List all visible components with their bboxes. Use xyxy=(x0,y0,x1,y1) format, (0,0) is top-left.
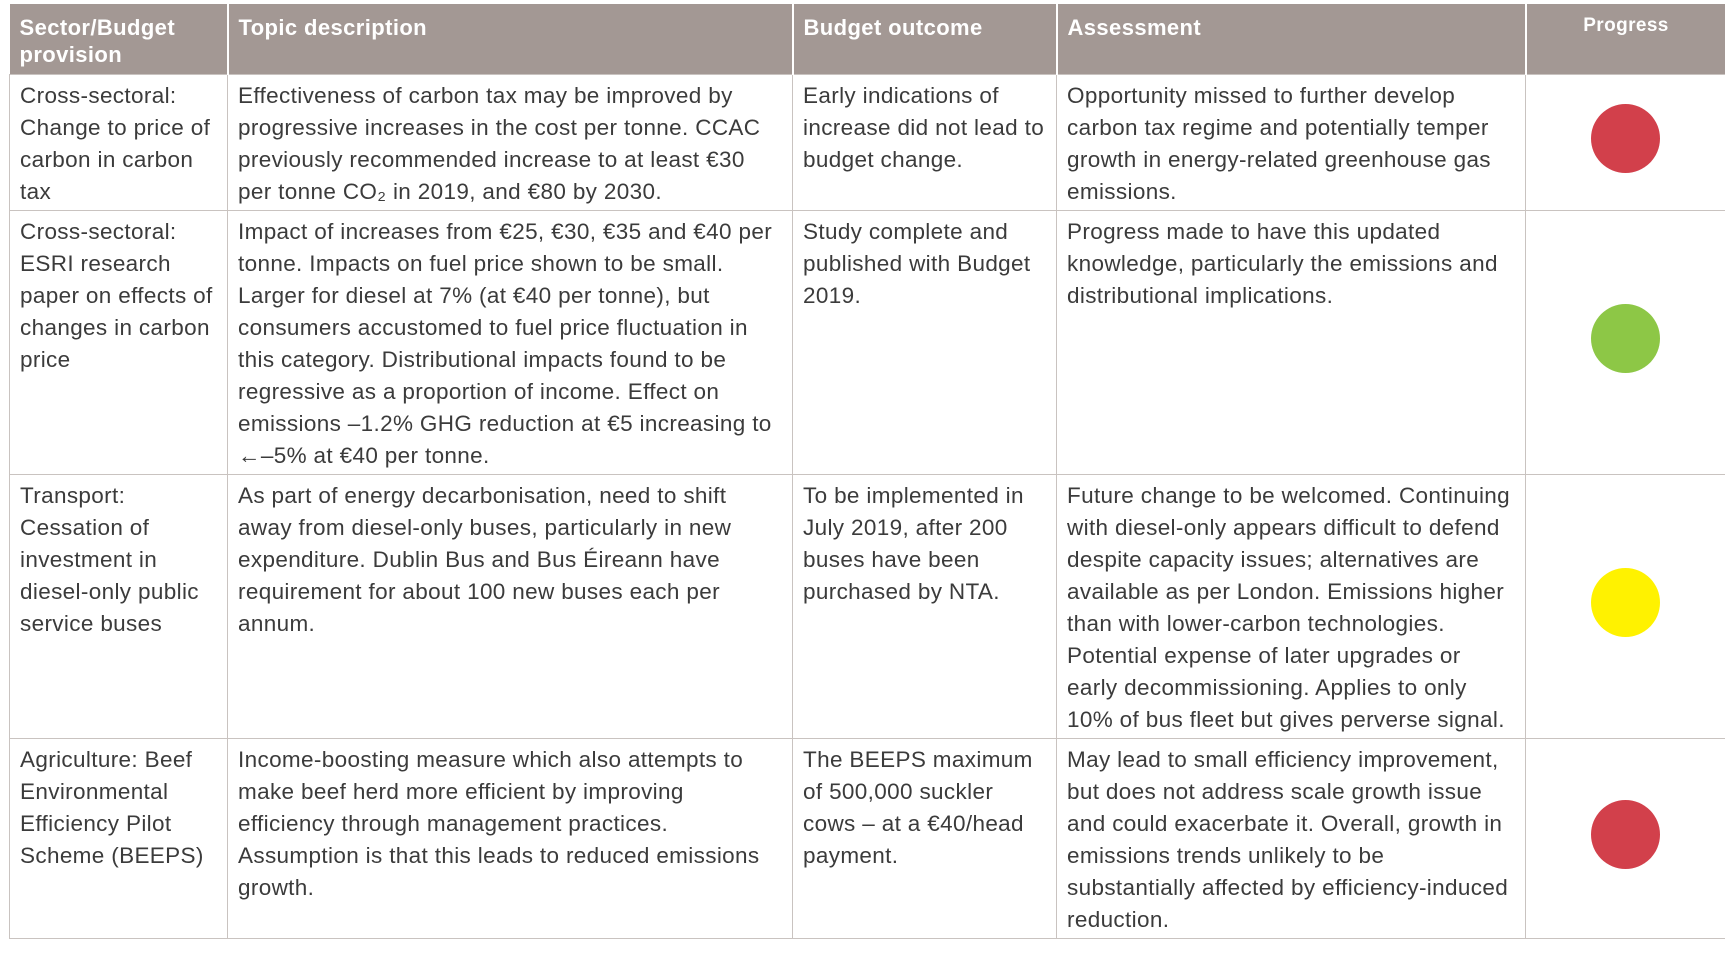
table-cell: May lead to small efficiency improvement… xyxy=(1056,738,1526,939)
table-row: Cross-sectoral: ESRI research paper on e… xyxy=(9,210,1725,475)
table-cell: Future change to be welcomed. Continuing… xyxy=(1056,474,1526,739)
table-cell: Study complete and published with Budget… xyxy=(792,210,1057,475)
table-cell: Cross-sectoral: Change to price of carbo… xyxy=(9,74,228,211)
header-row: Sector/Budget provision Topic description… xyxy=(9,4,1725,75)
progress-cell xyxy=(1525,210,1725,475)
table-cell: Cross-sectoral: ESRI research paper on e… xyxy=(9,210,228,475)
header-cell: Budget outcome xyxy=(791,4,1057,75)
progress-cell xyxy=(1525,738,1725,939)
progress-indicator xyxy=(1591,567,1660,637)
table-row: Transport: Cessation of investment in di… xyxy=(9,474,1725,739)
table-cell: The BEEPS maximum of 500,000 suckler cow… xyxy=(792,738,1057,939)
table-cell: To be implemented in July 2019, after 20… xyxy=(792,474,1057,739)
table-cell: Early indications of increase did not le… xyxy=(792,74,1057,211)
progress-indicator xyxy=(1591,303,1660,373)
table-cell: Income-boosting measure which also attem… xyxy=(227,738,793,939)
assessment-table: Sector/Budget provision Topic description… xyxy=(9,4,1725,939)
table-row: Cross-sectoral: Change to price of carbo… xyxy=(9,74,1725,211)
progress-indicator xyxy=(1591,799,1660,869)
table-cell: Progress made to have this updated knowl… xyxy=(1056,210,1526,475)
table-cell: Impact of increases from €25, €30, €35 a… xyxy=(227,210,793,475)
header-cell: Progress xyxy=(1524,4,1725,75)
table-cell: Transport: Cessation of investment in di… xyxy=(9,474,228,739)
table-row: Agriculture: Beef Environmental Efficien… xyxy=(9,738,1725,939)
progress-cell xyxy=(1525,74,1725,211)
header-cell: Topic description xyxy=(226,4,793,75)
progress-cell xyxy=(1525,474,1725,739)
table-cell: Effectiveness of carbon tax may be impro… xyxy=(227,74,793,211)
header-cell: Sector/Budget provision xyxy=(9,4,228,75)
table-cell: Agriculture: Beef Environmental Efficien… xyxy=(9,738,228,939)
table-cell: Opportunity missed to further develop ca… xyxy=(1056,74,1526,211)
table-cell: As part of energy decarbonisation, need … xyxy=(227,474,793,739)
table-body: Cross-sectoral: Change to price of carbo… xyxy=(9,74,1725,939)
progress-indicator xyxy=(1591,103,1660,173)
header-cell: Assessment xyxy=(1055,4,1526,75)
